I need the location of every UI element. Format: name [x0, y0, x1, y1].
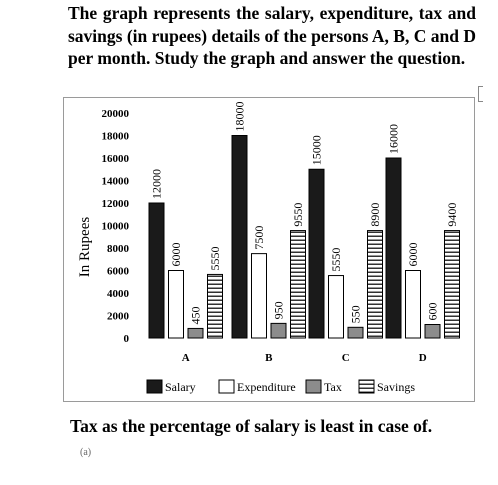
category-label-c: C [342, 352, 350, 364]
bar-salary-a [148, 202, 165, 339]
data-label: 450 [189, 306, 203, 324]
data-label: 5550 [329, 248, 343, 272]
legend-label-savings: Savings [377, 380, 415, 394]
chart-frame [63, 97, 475, 402]
y-tick-label: 10000 [102, 221, 130, 233]
y-tick-label: 2000 [107, 311, 130, 323]
y-tick-label: 20000 [102, 108, 130, 120]
intro-text: The graph represents the salary, expendi… [68, 3, 476, 68]
data-label: 600 [426, 303, 440, 321]
y-axis-label: In Rupees [77, 217, 93, 278]
data-label: 950 [272, 301, 286, 319]
y-tick-label: 8000 [107, 243, 130, 255]
bar-salary-d [385, 157, 402, 339]
y-tick-label: 6000 [107, 266, 130, 278]
bar-savings-c [367, 230, 383, 339]
legend-label-salary: Salary [165, 380, 196, 394]
y-tick-label: 18000 [102, 131, 130, 143]
cut-off-option-text: (a) [80, 447, 92, 458]
category-label-d: D [419, 352, 427, 364]
bar-salary-b [231, 135, 248, 339]
data-label: 8900 [368, 203, 382, 227]
data-label: 15000 [310, 135, 324, 165]
data-label: 18000 [233, 102, 247, 132]
bar-expenditure-d [405, 270, 421, 339]
bar-savings-b [290, 230, 306, 339]
data-label: 7500 [252, 226, 266, 250]
bar-tax-c [347, 326, 364, 339]
bar-expenditure-a [168, 270, 184, 339]
bar-expenditure-b [251, 253, 267, 339]
data-label: 5550 [208, 246, 222, 270]
legend-swatch-tax [305, 379, 322, 394]
bar-expenditure-c [328, 275, 344, 339]
legend-swatch-salary [146, 379, 163, 394]
bar-savings-d [444, 230, 460, 339]
bar-tax-b [270, 322, 287, 339]
data-label: 550 [349, 305, 363, 323]
data-label: 9400 [445, 203, 459, 227]
corner-mark [478, 86, 483, 102]
y-tick-label: 16000 [102, 153, 130, 165]
data-label: 9550 [291, 203, 305, 227]
bar-chart: In Rupees 0 2000 4000 6000 8000 10000 12000 140… [77, 102, 460, 394]
bar-salary-c [308, 168, 325, 339]
data-label: 16000 [387, 124, 401, 154]
legend-swatch-expenditure [218, 379, 235, 394]
y-tick-label: 4000 [107, 288, 130, 300]
bar-tax-d [424, 324, 441, 339]
bar-savings-a [207, 273, 223, 339]
legend-label-tax: Tax [324, 380, 342, 394]
category-label-a: A [182, 352, 190, 364]
y-tick-label: 12000 [102, 198, 130, 210]
data-label: 6000 [169, 243, 183, 267]
data-label: 12000 [150, 169, 164, 199]
data-label: 6000 [406, 243, 420, 267]
question-text: Tax as the percentage of salary is least… [70, 416, 433, 436]
y-tick-label: 0 [124, 333, 130, 345]
legend-label-expenditure: Expenditure [237, 380, 296, 394]
category-label-b: B [265, 352, 273, 364]
bar-tax-a [187, 327, 204, 339]
legend-swatch-savings [358, 379, 375, 394]
y-tick-label: 14000 [102, 176, 130, 188]
